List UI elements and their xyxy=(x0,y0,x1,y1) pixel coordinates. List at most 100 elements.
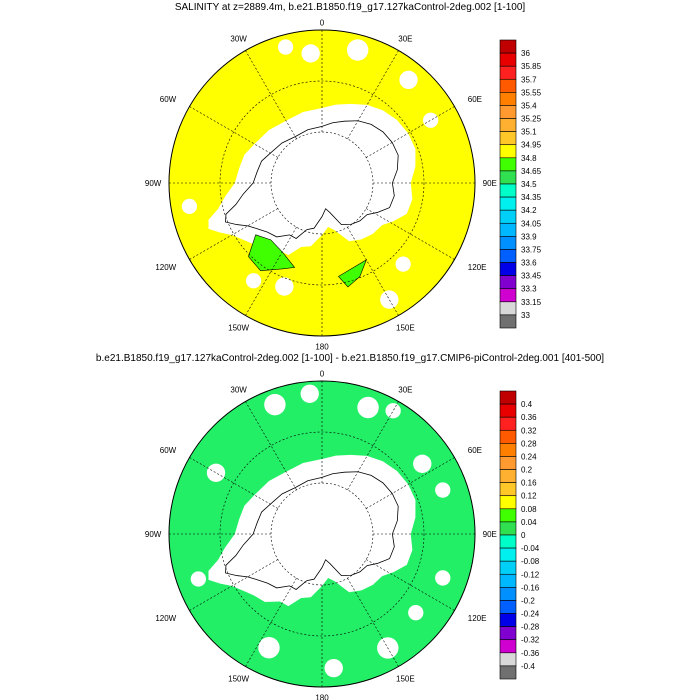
bottom-colorbar-box xyxy=(499,495,517,510)
bottom-meridian-line xyxy=(366,457,455,509)
top-lon-label-90e: 90E xyxy=(483,179,497,188)
bottom-no-data-patch xyxy=(264,393,286,416)
top-colorbar-label: 35.4 xyxy=(521,101,537,110)
top-meridian-line xyxy=(347,50,399,139)
top-colorbar-label: 33.75 xyxy=(521,245,542,254)
top-colorbar-box xyxy=(499,236,517,250)
top-colorbar-box xyxy=(499,144,517,159)
bottom-lon-label-150e: 150E xyxy=(396,674,415,683)
bottom-colorbar-box xyxy=(499,403,517,418)
bottom-no-data-patch xyxy=(413,454,432,473)
top-no-data-patch xyxy=(346,39,369,61)
top-colorbar-box xyxy=(499,157,517,172)
bottom-colorbar-box xyxy=(499,429,517,444)
top-colorbar-box xyxy=(499,209,517,224)
top-colorbar-label: 35.55 xyxy=(521,88,542,97)
bottom-colorbar-label: -0.12 xyxy=(521,570,540,579)
bottom-colorbar-label: 0.04 xyxy=(521,518,537,527)
bottom-lon-label-30w: 30W xyxy=(230,386,247,395)
bottom-colorbar-box xyxy=(499,613,517,627)
top-colorbar-box xyxy=(499,275,517,290)
bottom-colorbar-label: 0.4 xyxy=(521,400,533,409)
bottom-colorbar-box xyxy=(499,547,517,562)
top-colorbar-box xyxy=(499,78,517,93)
top-colorbar-label: 34.65 xyxy=(521,167,542,176)
bottom-colorbar-label: 0.2 xyxy=(521,466,533,475)
top-panel-title: SALINITY at z=2889.4m, b.e21.B1850.f19_g… xyxy=(174,2,526,13)
bottom-lon-label-90w: 90W xyxy=(145,530,162,539)
bottom-meridian-line xyxy=(245,578,297,667)
top-contour-region xyxy=(338,259,367,288)
top-colorbar-box xyxy=(499,301,517,316)
top-lon-label-30w: 30W xyxy=(230,35,247,44)
top-lon-label-120e: 120E xyxy=(468,263,487,272)
top-colorbar-label: 34.8 xyxy=(521,154,537,163)
bottom-colorbar-box xyxy=(499,665,517,680)
bottom-colorbar-box xyxy=(499,587,517,601)
top-lon-label-30e: 30E xyxy=(398,35,412,44)
bottom-map-frame xyxy=(168,380,476,688)
bottom-meridian-line xyxy=(347,401,399,490)
top-meridian-line xyxy=(245,227,297,316)
bottom-lon-label-60e: 60E xyxy=(468,446,482,455)
top-colorbar-box xyxy=(499,262,517,276)
bottom-lon-label-180: 180 xyxy=(315,694,329,700)
bottom-no-data-patch xyxy=(324,658,343,678)
top-map: 0 30E 60E 90E 120E 150E 180 150W 120W 90W 60W 30W xyxy=(145,18,497,351)
top-meridian-line xyxy=(347,227,399,316)
bottom-colorbar-label: -0.4 xyxy=(521,662,535,671)
bottom-colorbar-label: 0.24 xyxy=(521,452,537,461)
top-meridian-line xyxy=(189,106,278,158)
top-no-data-patch xyxy=(395,256,411,272)
bottom-colorbar-box xyxy=(499,469,517,483)
bottom-panel-title: b.e21.B1850.f19_g17.127kaControl-2deg.00… xyxy=(95,353,605,364)
bottom-colorbar-box xyxy=(499,443,517,457)
bottom-meridian-line xyxy=(189,457,278,509)
top-no-data-patch xyxy=(275,277,294,296)
top-colorbar-label: 33.45 xyxy=(521,272,542,281)
top-colorbar-label: 34.5 xyxy=(521,180,537,189)
bottom-colorbar-label: -0.04 xyxy=(521,544,540,553)
bottom-no-data-patch xyxy=(435,570,451,586)
bottom-no-data-patch xyxy=(385,403,401,419)
top-colorbar-label: 35.1 xyxy=(521,128,537,137)
top-lon-label-60e: 60E xyxy=(468,95,482,104)
top-meridian-line xyxy=(366,106,455,158)
top-no-data-patch xyxy=(423,112,439,128)
top-no-data-patch xyxy=(277,39,294,55)
bottom-colorbar-box xyxy=(499,456,517,470)
bottom-colorbar-label: -0.32 xyxy=(521,636,540,645)
top-colorbar-box xyxy=(499,288,517,303)
top-no-data-patch xyxy=(301,44,320,63)
top-lon-label-60w: 60W xyxy=(160,95,177,104)
bottom-colorbar-box xyxy=(499,639,517,654)
bottom-colorbar-label: 0.28 xyxy=(521,439,537,448)
top-colorbar: 36 35.85 35.7 35.55 35.4 35.25 35.1 34.95 34.8 34… xyxy=(499,39,542,329)
bottom-colorbar-label: 0.12 xyxy=(521,492,537,501)
top-colorbar-box xyxy=(499,52,517,67)
top-colorbar-label: 35.85 xyxy=(521,62,542,71)
bottom-lon-label-60w: 60W xyxy=(160,446,177,455)
bottom-latitude-line xyxy=(219,431,425,637)
bottom-colorbar-box xyxy=(499,390,517,405)
bottom-colorbar-box xyxy=(499,573,517,588)
top-lon-label-90w: 90W xyxy=(145,179,162,188)
top-colorbar-box xyxy=(499,105,517,119)
bottom-no-data-patch xyxy=(190,571,207,587)
top-lon-label-0: 0 xyxy=(320,18,325,27)
bottom-lon-label-90e: 90E xyxy=(483,530,497,539)
top-lon-label-150e: 150E xyxy=(396,323,415,332)
bottom-no-data-patch xyxy=(258,636,280,659)
top-colorbar-box xyxy=(499,65,517,80)
bottom-colorbar-box xyxy=(499,521,517,536)
top-colorbar-box xyxy=(499,170,517,185)
top-colorbar-label: 36 xyxy=(521,49,530,58)
top-colorbar-label: 35.7 xyxy=(521,75,537,84)
bottom-colorbar-box xyxy=(499,416,517,431)
top-no-data-patch xyxy=(380,290,399,309)
bottom-meridian-line xyxy=(347,578,399,667)
top-colorbar-box xyxy=(499,39,517,54)
top-colorbar-label: 35.25 xyxy=(521,115,542,124)
bottom-colorbar-box xyxy=(499,560,517,575)
bottom-meridian-line xyxy=(366,559,455,611)
